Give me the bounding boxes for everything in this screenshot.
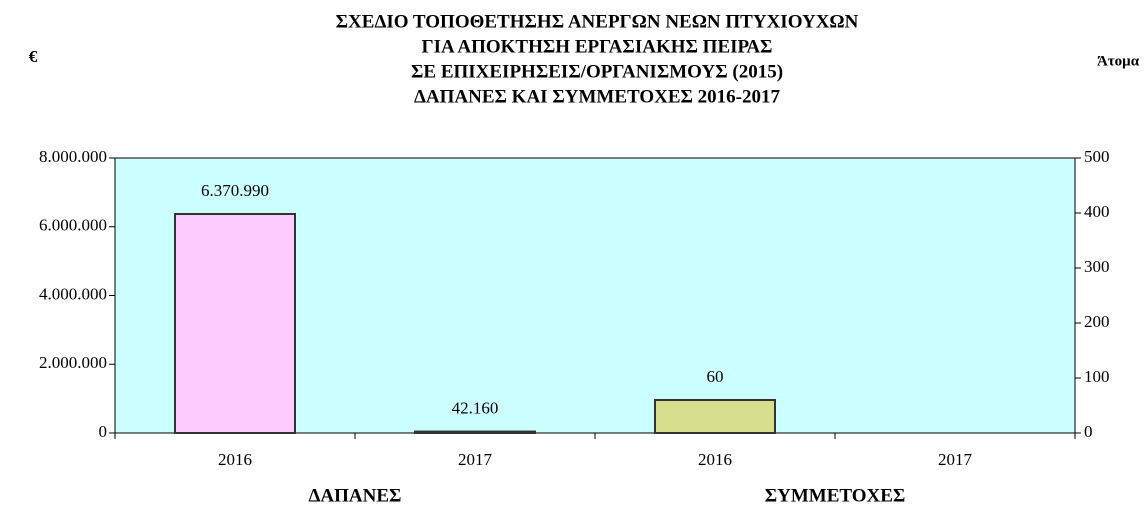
group-label: ΣΥΜΜΕΤΟΧΕΣ [765,485,906,506]
bar [414,430,536,435]
y2-tick-label: 100 [1084,367,1110,386]
y-tick-label: 4.000.000 [39,284,107,303]
y2-tick-label: 300 [1084,257,1110,276]
x-tick-label: 2017 [938,450,973,469]
chart-title: ΣΧΕΔΙΟ ΤΟΠΟΘΕΤΗΣΗΣ ΑΝΕΡΓΩΝ ΝΕΩΝ ΠΤΥΧΙΟΥΧ… [336,11,859,32]
data-label: 60 [707,367,724,386]
group-label: ΔΑΠΑΝΕΣ [309,485,402,506]
y-tick-label: 0 [99,422,108,441]
data-label: 42.160 [452,398,499,417]
x-tick-label: 2017 [458,450,493,469]
chart-title: ΓΙΑ ΑΠΟΚΤΗΣΗ ΕΡΓΑΣΙΑΚΗΣ ΠΕΙΡΑΣ [422,36,773,57]
y2-tick-label: 0 [1084,422,1093,441]
y2-tick-label: 200 [1084,312,1110,331]
chart-title: ΣΕ ΕΠΙΧΕΙΡΗΣΕΙΣ/ΟΡΓΑΝΙΣΜΟΥΣ (2015) [411,61,783,82]
bar [654,399,776,434]
chart-title: ΔΑΠΑΝΕΣ ΚΑΙ ΣΥΜΜΕΤΟΧΕΣ 2016-2017 [414,86,781,107]
y-tick-label: 8.000.000 [39,147,107,166]
y2-axis-label: Άτομα [1097,53,1140,69]
y2-tick-label: 400 [1084,202,1110,221]
y2-tick-label: 500 [1084,147,1110,166]
x-tick-label: 2016 [698,450,732,469]
bar [174,212,296,434]
y-tick-label: 6.000.000 [39,216,107,235]
y-axis-label: € [29,47,38,66]
y-tick-label: 2.000.000 [39,353,107,372]
x-tick-label: 2016 [218,450,252,469]
data-label: 6.370.990 [201,181,269,200]
